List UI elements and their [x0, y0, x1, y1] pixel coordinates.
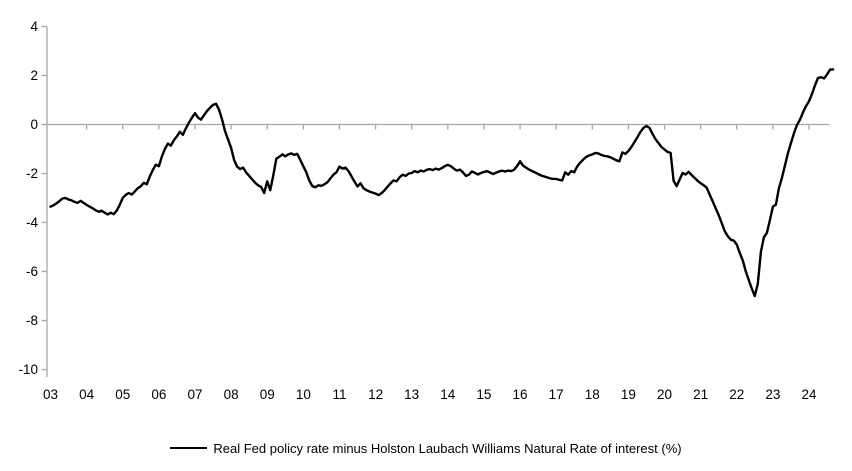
x-tick-label: 11	[332, 387, 346, 402]
x-tick-label: 23	[765, 387, 780, 402]
x-tick-label: 08	[224, 387, 239, 402]
y-axis: 4 2 0 -2 -4 -6 -8 -10	[18, 19, 48, 377]
zero-axis-line	[47, 123, 830, 130]
chart-legend: Real Fed policy rate minus Holston Lauba…	[0, 439, 852, 457]
x-tick-label: 07	[187, 387, 202, 402]
x-tick-label: 03	[43, 387, 58, 402]
y-tick-label: -2	[26, 166, 38, 181]
x-tick-label: 18	[585, 387, 600, 402]
y-tick-label: 2	[30, 68, 38, 83]
x-tick-label: 24	[802, 387, 818, 402]
y-tick-label: -10	[18, 362, 38, 377]
x-tick-label: 13	[404, 387, 419, 402]
y-tick-label: -6	[26, 264, 38, 279]
x-tick-label: 20	[657, 387, 672, 402]
y-tick-label: 0	[30, 117, 38, 132]
x-tick-label: 14	[440, 387, 456, 402]
x-tick-label: 09	[260, 387, 275, 402]
x-tick-label: 05	[115, 387, 130, 402]
x-tick-label: 04	[79, 387, 95, 402]
x-tick-label: 17	[549, 387, 564, 402]
legend-label: Real Fed policy rate minus Holston Lauba…	[213, 440, 682, 456]
x-tick-label: 12	[368, 387, 383, 402]
x-tick-label: 19	[621, 387, 636, 402]
data-series-line	[49, 68, 835, 298]
x-tick-label: 06	[151, 387, 166, 402]
x-tick-label: 21	[693, 387, 708, 402]
x-tick-label: 22	[729, 387, 744, 402]
x-tick-label: 16	[513, 387, 528, 402]
x-tick-label: 15	[476, 387, 491, 402]
x-tick-label: 10	[296, 387, 311, 402]
legend-line-swatch	[170, 447, 208, 449]
y-tick-label: 4	[30, 19, 38, 34]
x-axis-labels: 03 04 05 06 07 08 09 10 11 12 13 14 15 16 17 18 19 20 21 22…	[43, 387, 817, 402]
y-tick-label: -8	[26, 313, 38, 328]
y-tick-label: -4	[26, 215, 38, 230]
